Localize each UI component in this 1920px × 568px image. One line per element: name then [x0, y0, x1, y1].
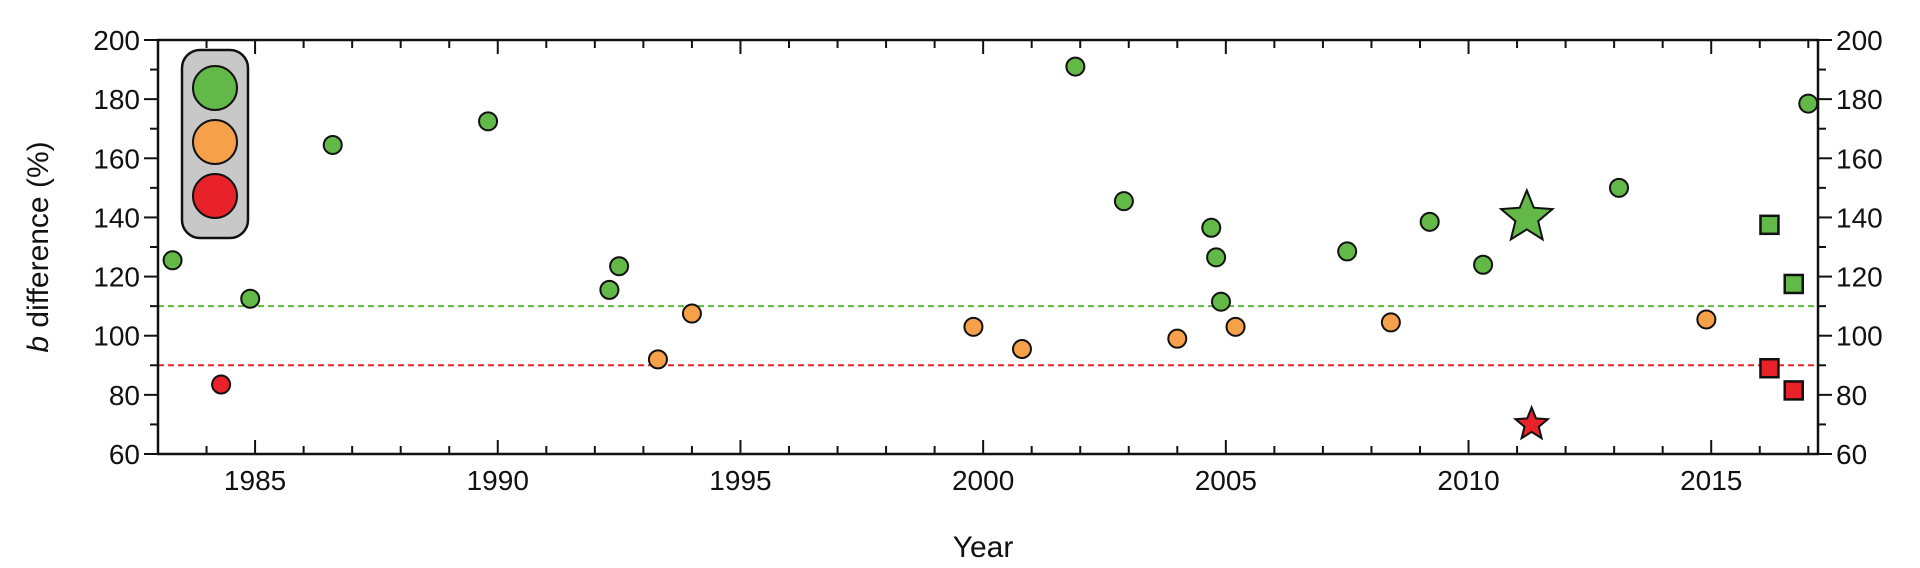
traffic-light-icon	[180, 48, 250, 240]
x-axis-title: Year	[953, 531, 1014, 564]
data-point-green	[162, 250, 183, 271]
data-point-orange	[1167, 328, 1188, 349]
y-tick-label-left: 140	[93, 202, 140, 233]
data-square-red	[1783, 380, 1804, 401]
data-point-green	[1201, 217, 1222, 238]
x-tick-label: 1985	[224, 465, 286, 496]
y-tick-label-left: 160	[93, 143, 140, 174]
data-point-orange	[1380, 312, 1401, 333]
y-tick-label-right: 120	[1836, 262, 1883, 293]
x-tick-label: 1995	[709, 465, 771, 496]
data-point-orange	[963, 316, 984, 337]
data-square-green	[1759, 214, 1780, 236]
y-tick-label-right: 200	[1836, 25, 1883, 56]
traffic-light-lamp	[192, 65, 238, 111]
data-point-green	[1798, 93, 1819, 114]
x-tick-label: 2010	[1437, 465, 1499, 496]
data-point-red	[211, 374, 232, 395]
y-tick-label-left: 120	[93, 262, 140, 293]
data-point-green	[609, 256, 630, 277]
x-tick-label: 2005	[1195, 465, 1257, 496]
x-tick-label: 1990	[467, 465, 529, 496]
data-point-green	[1113, 191, 1134, 212]
y-tick-label-right: 180	[1836, 84, 1883, 115]
y-tick-label-left: 100	[93, 321, 140, 352]
y-tick-label-right: 100	[1836, 321, 1883, 352]
data-point-green	[1473, 254, 1494, 275]
y-tick-label-right: 80	[1836, 380, 1867, 411]
data-point-green	[478, 111, 499, 132]
data-star-green	[1498, 187, 1556, 242]
data-point-green	[1337, 241, 1358, 262]
data-point-green	[322, 134, 343, 155]
y-tick-label-left: 200	[93, 25, 140, 56]
data-square-red	[1759, 357, 1780, 379]
data-point-green	[240, 288, 261, 309]
y-axis-title-rest: difference (%)	[22, 141, 55, 336]
y-tick-label-left: 180	[93, 84, 140, 115]
data-point-green	[1206, 247, 1227, 268]
traffic-light-lamp	[192, 119, 238, 165]
y-tick-label-right: 60	[1836, 439, 1867, 470]
data-point-orange	[647, 349, 668, 370]
data-point-green	[1608, 177, 1629, 198]
y-axis-title-italic: b	[22, 336, 55, 353]
data-point-green	[1065, 56, 1086, 77]
reference-lines	[158, 305, 1818, 367]
data-square-green	[1783, 273, 1804, 295]
data-point-orange	[1011, 339, 1032, 360]
plot-frame	[156, 38, 1820, 456]
data-points	[162, 56, 1819, 441]
data-point-orange	[1225, 316, 1246, 337]
traffic-light-lamp	[192, 173, 238, 219]
y-tick-label-right: 140	[1836, 202, 1883, 233]
data-point-green	[1210, 291, 1231, 312]
y-tick-label-left: 60	[109, 439, 140, 470]
data-point-green	[599, 279, 620, 300]
data-point-orange	[1696, 309, 1717, 330]
data-point-green	[1419, 211, 1440, 232]
y-tick-label-right: 160	[1836, 143, 1883, 174]
x-tick-label: 2000	[952, 465, 1014, 496]
y-axis-title: b difference (%)	[22, 141, 55, 352]
y-tick-label-left: 80	[109, 380, 140, 411]
x-ticks: 1985 1990 1995 2000 2005 2010 2015	[157, 40, 1810, 496]
y-ticks: 60 60 80 80 100 100 120 120 140 140 160 160 180 180 20…	[93, 25, 1882, 470]
data-star-red	[1512, 404, 1551, 441]
x-tick-label: 2015	[1680, 465, 1742, 496]
data-point-orange	[681, 303, 702, 324]
